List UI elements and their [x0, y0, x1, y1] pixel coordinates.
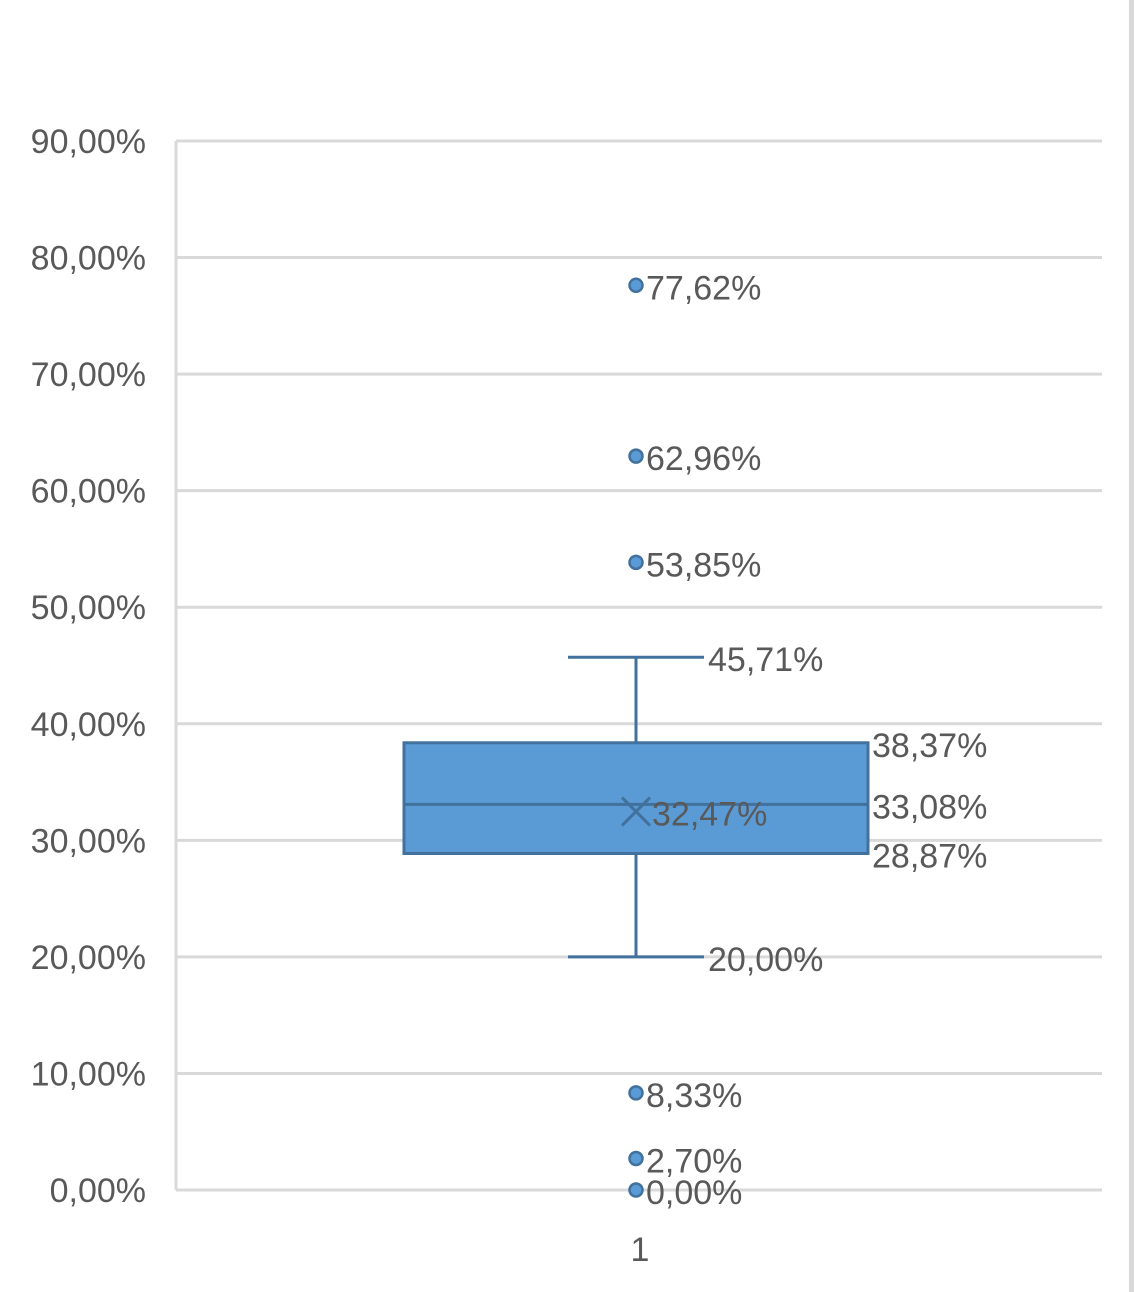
- gridlines: [174, 139, 1102, 1192]
- whisker-high-label: 45,71%: [708, 641, 823, 679]
- outlier-label: 2,70%: [646, 1143, 742, 1181]
- outlier-point: [628, 448, 644, 464]
- y-axis-tick-labels: 0,00% 10,00% 20,00% 30,00% 40,00% 50,00% 60,00…: [31, 123, 146, 1210]
- y-tick-label: 80,00%: [31, 240, 146, 278]
- y-tick-label: 30,00%: [31, 822, 146, 860]
- outlier-label: 8,33%: [646, 1077, 742, 1115]
- whisker-low-label: 20,00%: [708, 941, 823, 979]
- outlier-label: 0,00%: [646, 1174, 742, 1212]
- data-labels: 45,71% 20,00% 38,37% 33,08% 28,87% 32,47% 77,6…: [646, 269, 987, 1212]
- outlier-point: [628, 277, 644, 294]
- x-tick-label: 1: [631, 1231, 650, 1269]
- y-tick-label: 20,00%: [31, 939, 146, 977]
- iqr-box: [402, 741, 870, 856]
- median-label: 33,08%: [872, 788, 987, 826]
- outlier-point: [628, 1085, 644, 1101]
- y-tick-label: 70,00%: [31, 356, 146, 394]
- y-tick-label: 10,00%: [31, 1055, 146, 1093]
- box-plot-series: [402, 277, 870, 1198]
- mean-marker: [620, 796, 652, 827]
- y-tick-label: 40,00%: [31, 706, 146, 744]
- q3-label: 38,37%: [872, 727, 987, 765]
- outlier-label: 53,85%: [646, 546, 761, 584]
- outlier-point: [628, 1182, 644, 1198]
- q1-label: 28,87%: [872, 838, 987, 876]
- y-tick-label: 60,00%: [31, 473, 146, 511]
- outlier-point: [628, 554, 644, 571]
- outlier-label: 62,96%: [646, 440, 761, 478]
- y-tick-label: 90,00%: [31, 123, 146, 161]
- outlier-label: 77,62%: [646, 269, 761, 307]
- y-tick-label: 0,00%: [50, 1172, 146, 1210]
- y-tick-label: 50,00%: [31, 589, 146, 627]
- mean-label: 32,47%: [652, 796, 767, 834]
- x-axis-tick-labels: 1: [631, 1231, 650, 1269]
- outlier-point: [628, 1150, 644, 1167]
- right-border: [1129, 0, 1134, 1292]
